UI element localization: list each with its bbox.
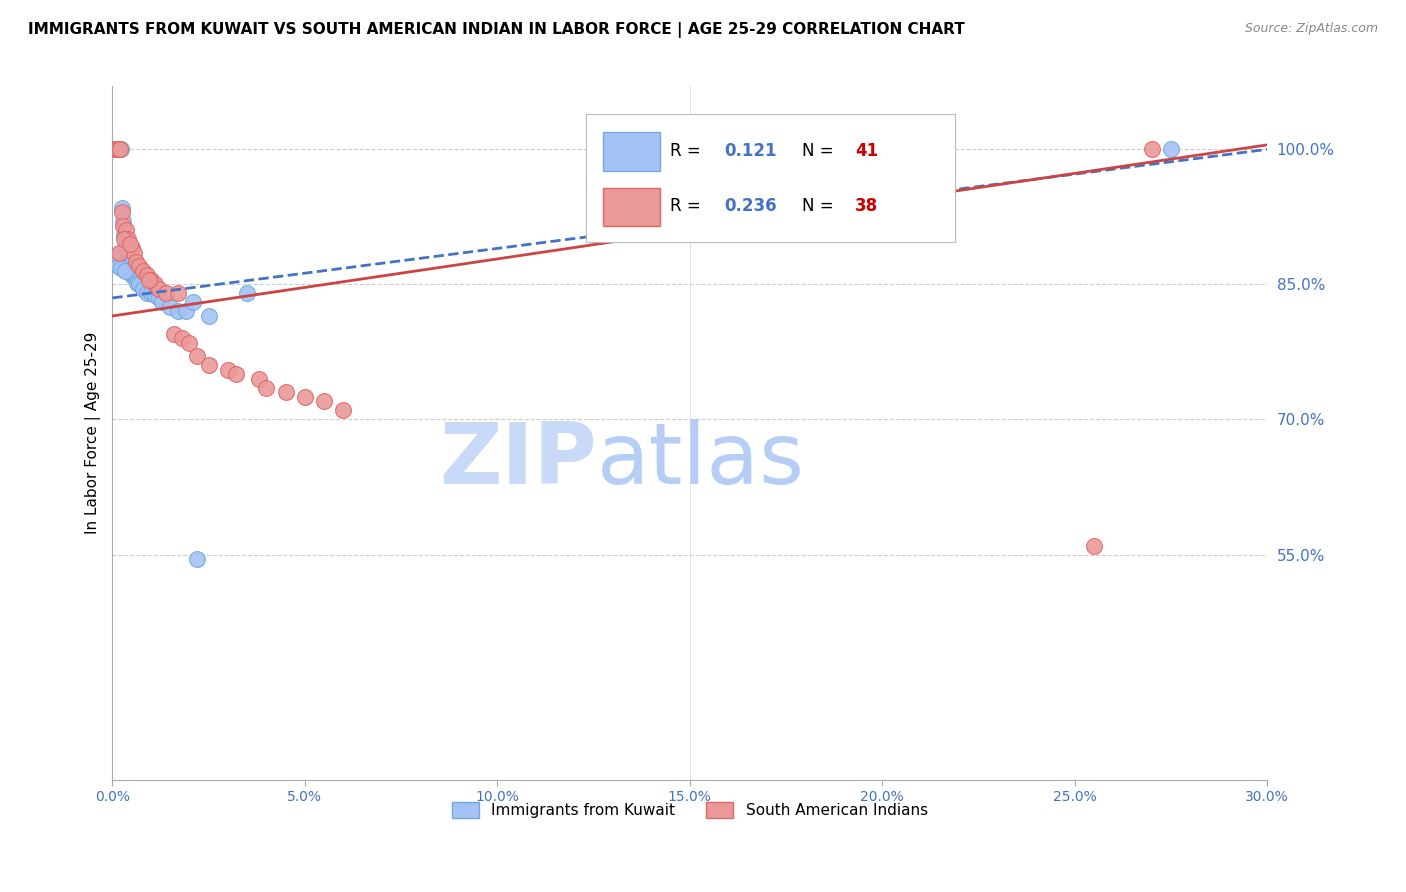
- Point: [159, 300, 181, 314]
- Point: [105, 142, 128, 156]
- Point: [128, 260, 150, 274]
- Point: [104, 142, 127, 156]
- Point: [236, 286, 259, 301]
- Point: [294, 390, 316, 404]
- Point: [107, 142, 129, 156]
- Point: [155, 286, 177, 301]
- Point: [104, 142, 127, 156]
- Point: [152, 295, 174, 310]
- Text: atlas: atlas: [598, 419, 806, 502]
- Point: [179, 335, 201, 350]
- Point: [197, 359, 219, 373]
- Point: [117, 232, 139, 246]
- Point: [132, 282, 155, 296]
- Point: [127, 276, 149, 290]
- Point: [181, 295, 204, 310]
- Point: [143, 288, 166, 302]
- Point: [104, 251, 127, 265]
- Point: [166, 304, 188, 318]
- Point: [111, 201, 134, 215]
- Point: [112, 219, 135, 233]
- Point: [111, 205, 134, 219]
- Point: [110, 142, 132, 156]
- Point: [112, 227, 135, 242]
- Point: [108, 142, 131, 156]
- Legend: Immigrants from Kuwait, South American Indians: Immigrants from Kuwait, South American I…: [446, 796, 934, 824]
- Text: R =: R =: [671, 142, 706, 160]
- Point: [225, 368, 247, 382]
- Point: [122, 270, 145, 285]
- Point: [314, 394, 336, 409]
- Point: [105, 142, 128, 156]
- Point: [115, 241, 138, 255]
- Point: [138, 273, 160, 287]
- Point: [170, 331, 193, 345]
- Point: [186, 350, 208, 364]
- Point: [1140, 142, 1163, 156]
- Point: [124, 273, 146, 287]
- Point: [114, 264, 136, 278]
- Point: [118, 264, 141, 278]
- Point: [118, 236, 141, 251]
- Text: R =: R =: [671, 197, 706, 215]
- Text: N =: N =: [801, 197, 838, 215]
- Point: [148, 291, 170, 305]
- Point: [148, 282, 170, 296]
- Point: [108, 142, 131, 156]
- Point: [117, 255, 139, 269]
- Point: [247, 372, 270, 386]
- Point: [107, 142, 129, 156]
- Point: [115, 251, 138, 265]
- FancyBboxPatch shape: [603, 132, 659, 171]
- Point: [139, 273, 162, 287]
- Point: [332, 403, 354, 417]
- Point: [166, 286, 188, 301]
- Point: [103, 142, 125, 156]
- Text: 38: 38: [855, 197, 877, 215]
- Point: [197, 309, 219, 323]
- Point: [254, 381, 277, 395]
- FancyBboxPatch shape: [586, 114, 955, 243]
- Point: [1160, 142, 1182, 156]
- Point: [217, 363, 239, 377]
- Point: [124, 255, 146, 269]
- Text: Source: ZipAtlas.com: Source: ZipAtlas.com: [1244, 22, 1378, 36]
- Text: IMMIGRANTS FROM KUWAIT VS SOUTH AMERICAN INDIAN IN LABOR FORCE | AGE 25-29 CORRE: IMMIGRANTS FROM KUWAIT VS SOUTH AMERICAN…: [28, 22, 965, 38]
- Point: [143, 277, 166, 292]
- Point: [163, 326, 186, 341]
- Point: [186, 552, 208, 566]
- Y-axis label: In Labor Force | Age 25-29: In Labor Force | Age 25-29: [86, 332, 101, 534]
- Point: [112, 214, 135, 228]
- Point: [174, 304, 197, 318]
- FancyBboxPatch shape: [603, 187, 659, 227]
- Point: [117, 260, 139, 274]
- Point: [108, 246, 131, 260]
- Point: [108, 142, 131, 156]
- Text: N =: N =: [801, 142, 838, 160]
- Point: [112, 232, 135, 246]
- Text: ZIP: ZIP: [440, 419, 598, 502]
- Point: [107, 260, 129, 274]
- Point: [121, 268, 143, 283]
- Point: [122, 246, 145, 260]
- Point: [121, 241, 143, 255]
- Point: [274, 385, 297, 400]
- Point: [115, 223, 138, 237]
- Text: 0.121: 0.121: [724, 142, 778, 160]
- Point: [136, 268, 159, 283]
- Point: [120, 267, 142, 281]
- Point: [136, 286, 159, 301]
- Point: [132, 264, 155, 278]
- Point: [110, 261, 132, 276]
- Point: [104, 255, 127, 269]
- Point: [1083, 539, 1105, 553]
- Text: 41: 41: [855, 142, 877, 160]
- Point: [105, 142, 128, 156]
- Text: 0.236: 0.236: [724, 197, 778, 215]
- Point: [128, 277, 150, 292]
- Point: [139, 286, 162, 301]
